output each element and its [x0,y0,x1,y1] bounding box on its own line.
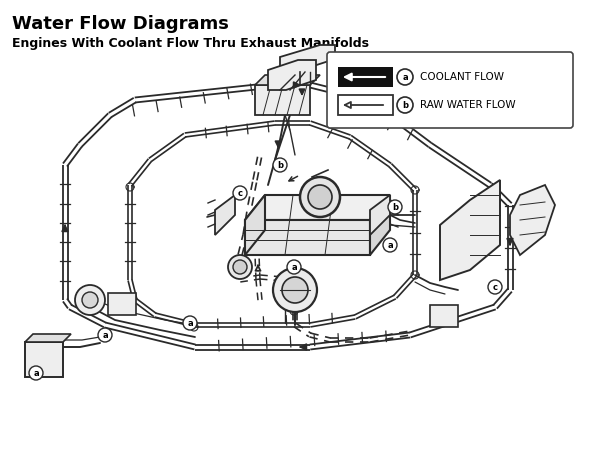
Text: b: b [402,101,408,110]
Polygon shape [245,220,370,255]
Circle shape [75,285,105,315]
Bar [338,67,393,87]
Text: c: c [238,188,242,197]
Text: a: a [102,330,108,339]
Text: RAW WATER FLOW: RAW WATER FLOW [420,100,515,110]
Polygon shape [245,195,390,220]
Circle shape [183,316,197,330]
Text: a: a [33,369,39,378]
Circle shape [397,97,413,113]
Circle shape [228,255,252,279]
Polygon shape [25,334,71,342]
Polygon shape [440,180,500,280]
Text: b: b [277,161,283,170]
Circle shape [308,185,332,209]
Circle shape [282,277,308,303]
Circle shape [488,280,502,294]
Bar [25,342,63,377]
Circle shape [233,260,247,274]
Polygon shape [245,195,265,255]
FancyBboxPatch shape [327,52,573,128]
Text: Engines With Coolant Flow Thru Exhaust Manifolds: Engines With Coolant Flow Thru Exhaust M… [12,37,369,50]
Polygon shape [255,75,320,85]
Text: COOLANT FLOW: COOLANT FLOW [420,72,504,82]
Text: Water Flow Diagrams: Water Flow Diagrams [12,15,229,33]
Circle shape [273,268,317,312]
Circle shape [29,366,43,380]
Circle shape [287,260,301,274]
Text: a: a [402,72,408,81]
Text: a: a [187,318,193,328]
Circle shape [273,158,287,172]
Circle shape [397,69,413,85]
Bar [108,293,136,315]
Circle shape [388,200,402,214]
Circle shape [233,186,247,200]
Bar [338,95,393,115]
Text: b: b [392,202,398,212]
Bar [255,85,310,115]
Text: a: a [291,263,297,272]
Circle shape [98,328,112,342]
Circle shape [82,292,98,308]
Polygon shape [268,60,316,90]
Text: c: c [493,283,497,292]
Circle shape [300,177,340,217]
Polygon shape [280,45,335,72]
Bar [430,305,458,327]
Polygon shape [370,195,390,255]
Text: a: a [387,241,393,249]
Circle shape [383,238,397,252]
Polygon shape [510,185,555,255]
Polygon shape [370,195,390,235]
Polygon shape [215,195,235,235]
